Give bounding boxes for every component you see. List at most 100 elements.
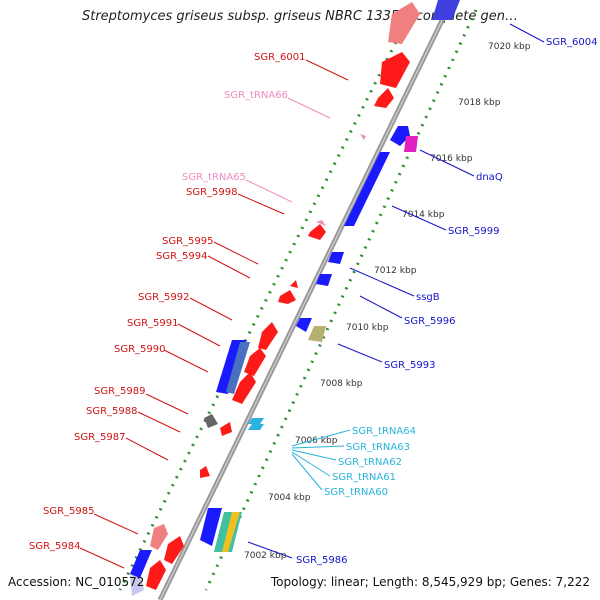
leader-line	[125, 437, 169, 461]
gene-forward[interactable]	[278, 290, 296, 304]
kbp-tick-label: 7014 kbp	[402, 210, 445, 220]
leader-line	[349, 267, 415, 297]
gene-reverse[interactable]	[296, 318, 312, 332]
gene-forward[interactable]	[164, 536, 184, 564]
gene-label[interactable]: ssgB	[416, 292, 440, 303]
leader-line	[247, 541, 293, 559]
gene-forward[interactable]	[388, 2, 420, 44]
kbp-tick-label: 7004 kbp	[268, 493, 311, 503]
kbp-tick-label: 7002 kbp	[244, 551, 287, 561]
gene-trna[interactable]	[316, 220, 326, 226]
kbp-tick-label: 7020 kbp	[488, 42, 531, 52]
gene-forward[interactable]	[380, 52, 410, 88]
gene-multicolor[interactable]	[222, 512, 240, 552]
gene-reverse[interactable]	[316, 274, 332, 286]
gene-label[interactable]: SGR_5987	[74, 432, 126, 443]
chromosome-backbone-highlight	[159, 0, 453, 600]
gene-label[interactable]: SGR_tRNA65	[182, 172, 246, 183]
right-gene-labels: SGR_6004 dnaQ SGR_5999 ssgB SGR_5996 SGR…	[247, 23, 598, 566]
kbp-tick-label: 7018 kbp	[458, 98, 501, 108]
gene-magenta[interactable]	[404, 136, 418, 152]
gene-forward[interactable]	[308, 224, 326, 240]
leader-line	[287, 97, 331, 119]
gene-reverse[interactable]	[200, 508, 222, 546]
gene-forward[interactable]	[232, 372, 256, 404]
gene-label[interactable]: SGR_tRNA60	[324, 487, 388, 498]
gene-label[interactable]: SGR_5986	[296, 555, 348, 566]
leader-line	[93, 513, 139, 535]
gene-forward[interactable]	[150, 524, 168, 550]
leader-line	[79, 547, 125, 569]
gene-forward[interactable]	[258, 322, 278, 350]
leader-line	[291, 429, 351, 447]
gene-forward[interactable]	[244, 348, 266, 376]
gene-label[interactable]: dnaQ	[476, 172, 503, 183]
gene-trna-cyan[interactable]	[248, 418, 264, 424]
leader-line	[213, 241, 259, 265]
gene-forward[interactable]	[146, 560, 166, 590]
gene-reverse[interactable]	[226, 342, 250, 394]
leader-line	[305, 59, 349, 81]
gene-reverse[interactable]	[432, 0, 460, 20]
gene-label[interactable]: SGR_5985	[43, 506, 95, 517]
leader-line	[391, 205, 447, 231]
gene-forward[interactable]	[220, 422, 232, 436]
reverse-genes	[130, 0, 460, 578]
gene-label[interactable]: SGR_5992	[138, 292, 190, 303]
kbp-tick-label: 7006 kbp	[295, 436, 338, 446]
gene-label[interactable]: SGR_5988	[86, 406, 138, 417]
kbp-tick-label: 7012 kbp	[374, 266, 417, 276]
kbp-tick-label: 7010 kbp	[346, 323, 389, 333]
gene-forward[interactable]	[200, 466, 210, 478]
leader-line	[177, 323, 221, 347]
gene-reverse[interactable]	[344, 152, 390, 226]
gene-label[interactable]: SGR_5990	[114, 344, 166, 355]
gene-label[interactable]: SGR_5994	[156, 251, 208, 262]
gene-reverse[interactable]	[130, 550, 152, 578]
leader-line	[359, 295, 403, 319]
leader-line	[237, 193, 285, 215]
leader-line	[189, 297, 233, 321]
leader-line	[137, 411, 181, 433]
gene-label[interactable]: SGR_tRNA66	[224, 90, 288, 101]
gene-reverse[interactable]	[328, 252, 344, 264]
gene-trna[interactable]	[360, 134, 366, 140]
gene-label[interactable]: SGR_5999	[448, 226, 500, 237]
leader-line	[419, 149, 475, 177]
gene-label[interactable]: SGR_5993	[384, 360, 436, 371]
genome-summary-text: Topology: linear; Length: 8,545,929 bp; …	[270, 575, 590, 589]
gene-trna-cyan[interactable]	[248, 424, 264, 430]
leader-line	[291, 453, 323, 491]
gene-label[interactable]: SGR_tRNA63	[346, 442, 410, 453]
forward-genes	[130, 2, 420, 596]
gene-label[interactable]: SGR_5989	[94, 386, 146, 397]
gene-label[interactable]: SGR_6001	[254, 52, 306, 63]
gene-reverse[interactable]	[390, 126, 410, 146]
leader-line	[207, 255, 251, 279]
gene-label[interactable]: SGR_tRNA64	[352, 426, 416, 437]
gene-olive[interactable]	[308, 326, 326, 342]
gene-label[interactable]: SGR_tRNA61	[332, 472, 396, 483]
leader-line	[291, 451, 331, 477]
kbp-ticks: 7020 kbp 7018 kbp 7016 kbp 7014 kbp 7012…	[244, 42, 531, 561]
gene-forward[interactable]	[374, 88, 394, 108]
gene-forward[interactable]	[130, 572, 144, 596]
gene-label[interactable]: SGR_5996	[404, 316, 456, 327]
gene-label[interactable]: SGR_6004	[546, 37, 598, 48]
gene-label[interactable]: SGR_5995	[162, 236, 214, 247]
left-gene-labels: SGR_6001 SGR_tRNA66 SGR_tRNA65 SGR_5998 …	[29, 52, 349, 569]
accession-text: Accession: NC_010572	[8, 575, 145, 589]
leader-line	[509, 23, 545, 43]
gene-grey[interactable]	[204, 414, 218, 428]
gene-forward[interactable]	[290, 280, 298, 288]
kbp-tick-label: 7016 kbp	[430, 154, 473, 164]
leader-line	[163, 349, 209, 373]
gene-label[interactable]: SGR_tRNA62	[338, 457, 402, 468]
gene-label[interactable]: SGR_5998	[186, 187, 238, 198]
gene-label[interactable]: SGR_5991	[127, 318, 179, 329]
leader-line	[337, 343, 383, 363]
leader-line	[291, 445, 345, 449]
gene-label[interactable]: SGR_5984	[29, 541, 81, 552]
